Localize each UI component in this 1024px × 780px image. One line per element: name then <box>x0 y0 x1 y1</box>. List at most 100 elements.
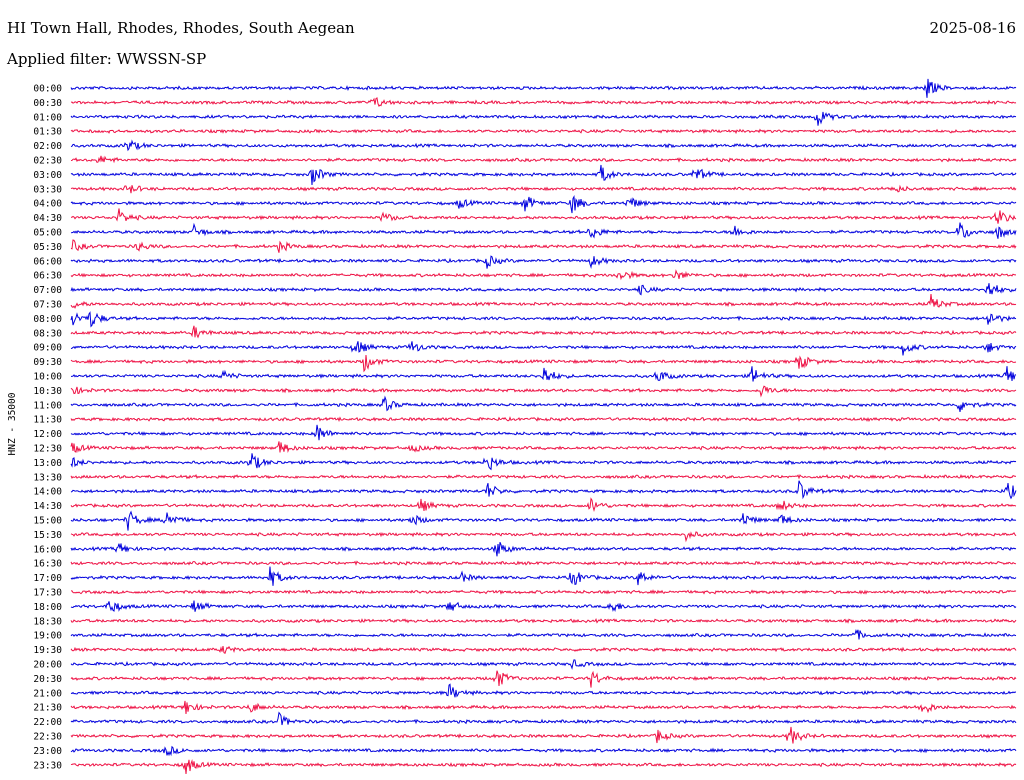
trace-line <box>70 194 1017 214</box>
time-label: 07:00 <box>33 285 62 296</box>
trace-line <box>70 269 1016 281</box>
trace-line <box>70 255 1017 269</box>
trace-line <box>70 395 1017 412</box>
trace-line <box>70 566 1017 586</box>
time-label: 19:00 <box>33 631 62 642</box>
trace-line <box>70 325 1017 339</box>
trace-line <box>70 239 1017 253</box>
trace-line <box>70 354 1017 373</box>
trace-line <box>70 670 1017 688</box>
time-label: 15:30 <box>33 530 62 541</box>
time-label: 05:30 <box>33 242 62 253</box>
station-title: HI Town Hall, Rhodes, Rhodes, South Aege… <box>7 19 355 37</box>
time-label: 22:00 <box>33 717 62 728</box>
trace-line <box>70 424 1017 441</box>
trace-line <box>71 208 1017 224</box>
time-label: 12:30 <box>33 444 62 455</box>
trace-line <box>70 78 1017 98</box>
trace-line <box>70 745 1017 757</box>
time-label: 18:30 <box>33 616 62 627</box>
trace-line <box>70 139 1017 152</box>
trace-line <box>70 645 1017 655</box>
trace-line <box>70 473 1017 480</box>
trace-line <box>70 155 1017 164</box>
trace-line <box>70 341 1017 356</box>
time-label: 07:30 <box>33 300 62 311</box>
trace-line <box>70 184 1017 194</box>
trace-line <box>70 283 1017 296</box>
time-label: 21:30 <box>33 703 62 714</box>
trace-line <box>70 222 1017 239</box>
time-label: 01:30 <box>33 127 62 138</box>
trace-line <box>70 311 1017 328</box>
trace-line <box>70 531 1017 543</box>
time-label: 11:00 <box>33 400 62 411</box>
time-label: 14:30 <box>33 501 62 512</box>
trace-line <box>70 726 1017 744</box>
time-label: 16:30 <box>33 559 62 570</box>
trace-line <box>70 416 1017 423</box>
time-label: 00:30 <box>33 98 62 109</box>
time-label: 01:00 <box>33 112 62 123</box>
trace-line <box>70 659 1017 670</box>
time-label: 02:00 <box>33 141 62 152</box>
time-label: 00:00 <box>33 84 62 95</box>
time-label: 17:00 <box>33 573 62 584</box>
trace-line <box>70 111 1017 126</box>
trace-line <box>70 497 1017 513</box>
trace-line <box>70 542 1017 557</box>
trace-line <box>70 560 1017 566</box>
time-label: 03:00 <box>33 170 62 181</box>
trace-line <box>70 453 1017 471</box>
trace-line <box>70 600 1017 612</box>
time-label: 09:30 <box>33 357 62 368</box>
time-label: 19:30 <box>33 645 62 656</box>
trace-line <box>70 294 1017 309</box>
time-label: 10:30 <box>33 386 62 397</box>
trace-line <box>70 628 1017 640</box>
time-label: 20:30 <box>33 674 62 685</box>
date-label: 2025-08-16 <box>929 19 1016 37</box>
time-label: 13:00 <box>33 458 62 469</box>
time-label: 21:00 <box>33 688 62 699</box>
time-label: 18:00 <box>33 602 62 613</box>
trace-line <box>70 164 1017 186</box>
time-label: 15:00 <box>33 516 62 527</box>
time-label: 22:30 <box>33 732 62 743</box>
trace-line <box>70 480 1017 500</box>
trace-line <box>71 589 1017 595</box>
time-label: 03:30 <box>33 184 62 195</box>
time-label: 06:00 <box>33 256 62 267</box>
time-label: 14:00 <box>33 487 62 498</box>
time-label: 10:00 <box>33 372 62 383</box>
time-label: 11:30 <box>33 415 62 426</box>
time-label: 23:00 <box>33 746 62 757</box>
trace-line <box>70 759 1017 774</box>
trace-line <box>70 683 1017 698</box>
time-label: 08:30 <box>33 328 62 339</box>
time-labels: 00:00 00:30 01:00 01:30 02:00 02:30 03:00 03:30… <box>33 84 62 772</box>
time-label: 08:00 <box>33 314 62 325</box>
trace-line <box>70 97 1017 108</box>
time-label: 17:30 <box>33 588 62 599</box>
time-label: 12:00 <box>33 429 62 440</box>
time-label: 04:30 <box>33 213 62 224</box>
time-label: 04:00 <box>33 199 62 210</box>
time-label: 05:00 <box>33 228 62 239</box>
trace-line <box>70 700 1017 715</box>
time-label: 23:30 <box>33 760 62 771</box>
time-label: 13:30 <box>33 472 62 483</box>
trace-line <box>70 385 1017 398</box>
time-label: 09:00 <box>33 343 62 354</box>
y-axis-label: HNZ - 35000 <box>7 392 18 455</box>
time-label: 02:30 <box>33 156 62 167</box>
trace-line <box>70 128 1017 135</box>
trace-line <box>70 441 1017 454</box>
seismic-traces <box>70 78 1017 774</box>
trace-line <box>70 510 1017 531</box>
time-label: 06:30 <box>33 271 62 282</box>
trace-line <box>71 366 1017 382</box>
time-label: 20:00 <box>33 660 62 671</box>
time-label: 16:00 <box>33 544 62 555</box>
